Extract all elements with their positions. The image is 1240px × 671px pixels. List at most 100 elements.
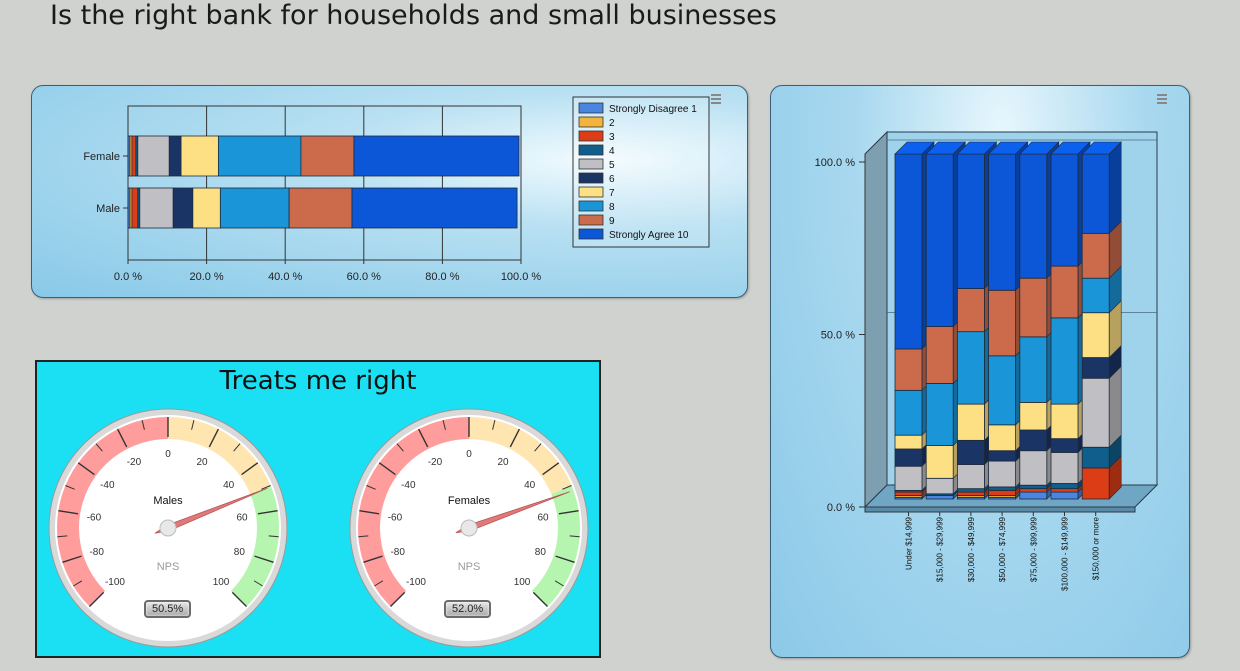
gauge-tick — [555, 555, 575, 563]
bar-segment — [351, 187, 518, 229]
column-top — [894, 141, 935, 155]
gauge-tick — [141, 419, 145, 430]
y-tick-label: Female — [83, 151, 120, 163]
gauge-tick — [396, 443, 404, 452]
gauge-tick-label: -80 — [89, 547, 104, 558]
gender-bar-chart-panel: 0.0 % 20.0 % 40.0 % 60.0 % 80.0 % 100.0 % Fema… — [31, 85, 748, 298]
gauge-tick — [116, 428, 128, 448]
x-tick-label: 60.0 % — [347, 271, 381, 283]
gauge-tick — [73, 580, 83, 587]
column-segment — [988, 153, 1017, 291]
column-top — [1050, 141, 1091, 155]
gauge-unit: NPS — [458, 561, 481, 573]
column-segment — [925, 153, 954, 327]
income-column-chart-panel: 0.0 % 50.0 % 100.0 % Under $14,999 $15,000 -… — [770, 85, 1190, 658]
column-segment — [988, 486, 1017, 491]
gauge-tick-label: 80 — [234, 547, 246, 558]
column-segment — [925, 445, 954, 479]
legend-label: Strongly Disagree 1 — [609, 104, 697, 115]
gauge-band-neutral — [168, 417, 271, 494]
gauge-tick-label: 20 — [497, 457, 509, 468]
column-segment — [1050, 403, 1079, 440]
column-segment — [1019, 336, 1048, 403]
column-segment — [1019, 488, 1048, 493]
column-segment-side — [1108, 365, 1122, 448]
column-segment — [1050, 491, 1079, 500]
gauge-tick-label: -60 — [388, 512, 403, 523]
gauge-needle — [455, 491, 570, 534]
gauge-tick — [562, 485, 572, 490]
legend-item: Strongly Disagree 1 — [578, 102, 697, 115]
column-segment — [894, 153, 923, 350]
legend-swatch — [578, 116, 604, 128]
bar-segment — [137, 135, 170, 177]
males-nps-readout: 50.5% — [144, 600, 192, 618]
column-segment — [925, 477, 954, 495]
bar-segment — [288, 187, 353, 229]
x-tick-label: $50,000 - $74,999 — [998, 516, 1007, 581]
gauge-tick-label: 100 — [514, 577, 531, 588]
column-segment — [1081, 377, 1110, 448]
gauge-band-negative — [358, 417, 469, 607]
gauge-band-negative — [56, 417, 168, 607]
plot-area — [127, 105, 522, 261]
column-segment — [956, 331, 985, 405]
gauge-needle — [154, 487, 268, 534]
column-segment — [894, 389, 923, 436]
gauge-label: Males — [153, 495, 183, 507]
gauge-tick — [57, 535, 68, 538]
chart-menu-icon[interactable] — [1157, 94, 1167, 106]
column-segment — [956, 288, 985, 333]
gauge-tick — [241, 462, 259, 476]
column-segment — [1050, 265, 1079, 319]
column-segment — [1019, 401, 1048, 431]
gauge-tick — [358, 535, 369, 538]
gauge-tick — [558, 509, 579, 515]
gauge-tick — [363, 555, 383, 563]
x-tick-label: 0.0 % — [114, 271, 142, 283]
page-title: Is the right bank for households and sma… — [50, 0, 777, 31]
x-tick-label: $30,000 - $49,999 — [967, 516, 976, 581]
column-segment — [1019, 153, 1048, 279]
legend-label: 8 — [609, 202, 615, 213]
gauge-tick — [233, 443, 241, 452]
column-segment — [1050, 317, 1079, 405]
column-segment — [988, 355, 1017, 426]
legend-label: 2 — [609, 118, 615, 129]
gauge-band-neutral — [469, 417, 572, 494]
bar-segment — [131, 135, 137, 177]
y-tick-label: 100.0 % — [815, 157, 856, 169]
gauge-tick-label: -20 — [127, 457, 142, 468]
gauge-tick — [366, 485, 376, 490]
gauge-tick-label: 20 — [196, 457, 208, 468]
gauge-panel: Treats me right -100 -80 -60 -40 -20 0 20 40 60 8… — [35, 360, 601, 658]
gauge-tick — [569, 535, 580, 538]
gauge-tick-label: -80 — [390, 547, 405, 558]
legend-swatch — [578, 158, 604, 170]
chart-menu-icon[interactable] — [711, 94, 721, 106]
gauge-tick — [253, 580, 263, 587]
column-segment — [1081, 232, 1110, 279]
legend-item: 5 — [578, 158, 615, 171]
gauge-label: Females — [448, 495, 491, 507]
column-segment — [1081, 467, 1110, 500]
bar-segment — [219, 187, 290, 229]
legend-swatch — [578, 172, 604, 184]
column-top — [1019, 141, 1060, 155]
x-tick-label: 100.0 % — [501, 271, 542, 283]
gauge-tick — [62, 555, 82, 563]
bar-segment — [300, 135, 355, 177]
legend-swatch — [578, 130, 604, 142]
y-tick-label: 0.0 % — [827, 502, 855, 514]
gauge-tick-label: -40 — [401, 480, 416, 491]
column-segment — [1081, 277, 1110, 314]
bar-segment — [217, 135, 302, 177]
column-segment — [956, 488, 985, 493]
legend-item: 4 — [578, 144, 615, 157]
x-tick-label: $150,000 or more — [1092, 516, 1101, 580]
column-top — [956, 141, 998, 155]
column-segment — [988, 450, 1017, 462]
gauge-tick — [257, 509, 278, 515]
column-segment — [1019, 277, 1048, 338]
legend-item: Strongly Agree 10 — [578, 228, 689, 241]
